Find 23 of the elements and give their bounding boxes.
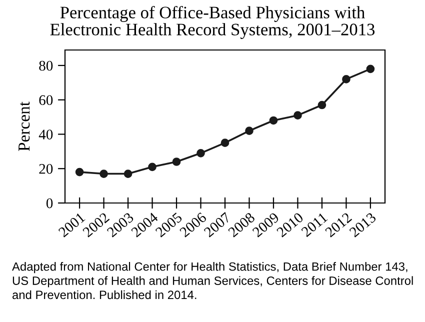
- y-tick-label: 0: [46, 198, 53, 208]
- y-tick-label: 20: [39, 164, 53, 174]
- point: [245, 126, 254, 135]
- point: [220, 138, 230, 147]
- point: [318, 100, 326, 110]
- x-tick-label: 2013: [348, 212, 377, 238]
- text: Adapted from National Center for Health Statistics, Data Brief Number 143, US Department of Health and Human Services, Centers for Disease Control and Prevention. Published in 2014.: [12, 262, 413, 300]
- y-tick-label: 60: [39, 95, 53, 106]
- point: [172, 158, 181, 166]
- point: [342, 75, 350, 84]
- y-tick-label: 80: [39, 60, 53, 71]
- chart-title: Percentage of Office-Based Physicians with Electronic Health Record Systems, 2001–2013: [50, 6, 375, 39]
- point: [366, 64, 375, 74]
- x-tick-label: 2003: [106, 212, 134, 238]
- y-tick-label: 40: [38, 130, 53, 140]
- point: [100, 170, 108, 178]
- y-axis-title: Percent: [18, 102, 30, 152]
- point: [124, 170, 132, 178]
- point: [75, 168, 84, 176]
- point: [196, 148, 205, 158]
- point: [294, 111, 302, 120]
- point: [148, 162, 156, 172]
- point: [269, 116, 278, 125]
